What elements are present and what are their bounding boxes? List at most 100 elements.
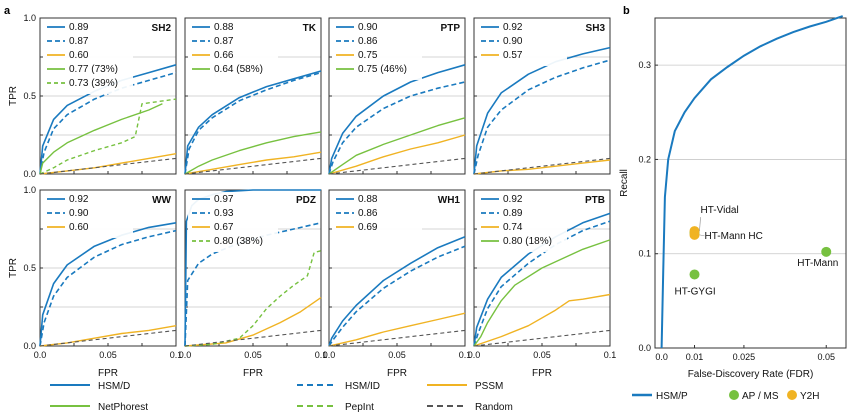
y-tick-label: 0.1 <box>638 249 651 259</box>
roc-curve-netphorest <box>39 103 163 175</box>
roc-curve-random <box>473 329 611 347</box>
roc-curve-pssm <box>39 325 177 347</box>
x-tick-label: 0.1 <box>315 350 328 360</box>
auc-value: 0.92 <box>69 194 89 205</box>
roc-panel-ptp: 0.90 0.86 0.75 0.75 (46%) PTP <box>328 17 466 175</box>
auc-value: 0.92 <box>503 22 523 33</box>
auc-value: 0.87 <box>214 36 234 47</box>
x-tick-label: 0.05 <box>244 350 262 360</box>
x-tick-label: 0.05 <box>99 350 117 360</box>
x-tick-label: 0.025 <box>733 352 756 362</box>
auc-value: 0.75 <box>358 50 378 61</box>
roc-curve-netphorest <box>184 131 322 175</box>
auc-value: 0.64 (58%) <box>214 64 263 75</box>
roc-curve-random <box>39 157 177 175</box>
roc-panel-wh1: 0.0 0.05 0.1 FPR 0.88 0.86 0.69 WH1 <box>323 189 472 379</box>
x-tick-label: 0.0 <box>468 350 481 360</box>
apms-point <box>689 269 700 280</box>
auc-value: 0.80 (18%) <box>503 236 552 247</box>
recall-curve-hsmp <box>660 15 844 349</box>
x-tick-label: 0.0 <box>655 352 668 362</box>
auc-value: 0.89 <box>69 22 89 33</box>
annotation-leader <box>699 234 705 237</box>
annotation-leader <box>699 217 701 232</box>
x-tick-label: 0.1 <box>459 350 472 360</box>
auc-value: 0.90 <box>69 208 89 219</box>
point-label: HT-Vidal <box>701 205 739 216</box>
inline-legend-box <box>188 20 278 80</box>
auc-value: 0.60 <box>69 222 89 233</box>
roc-curve-hsmd <box>328 64 466 175</box>
x-axis-label: False-Discovery Rate (FDR) <box>688 369 814 380</box>
roc-curve-pssm <box>184 151 322 175</box>
roc-panel-sh2: 0.0 0.5 1.0 TPR 0.89 0.87 0.60 0.77 (73%) 0.73 (… <box>8 13 177 179</box>
auc-value: 0.57 <box>503 50 523 61</box>
roc-curve-hsmid <box>39 71 177 175</box>
y-axis-label: Recall <box>619 169 630 197</box>
auc-value: 0.92 <box>503 194 523 205</box>
panel-title: WH1 <box>438 195 461 206</box>
roc-curve-hsmid <box>39 229 177 347</box>
legend-label: PepInt <box>345 402 374 413</box>
point-label: HT-GYGI <box>675 286 716 297</box>
auc-value: 0.93 <box>214 208 234 219</box>
x-tick-label: 0.1 <box>170 350 183 360</box>
y-tick-label: 0.2 <box>638 154 651 164</box>
auc-value: 0.89 <box>503 208 523 219</box>
panel-label-a: a <box>4 5 11 17</box>
inline-legend-box <box>332 20 422 80</box>
y-tick-label: 1.0 <box>23 185 36 195</box>
roc-curve-hsmd <box>39 64 177 175</box>
x-tick-label: 0.01 <box>686 352 704 362</box>
auc-value: 0.73 (39%) <box>69 78 118 89</box>
legend-recall: HSM/P AP / MS Y2H <box>632 390 819 402</box>
x-tick-label: 0.0 <box>323 350 336 360</box>
panel-title: TK <box>303 23 317 34</box>
auc-value: 0.87 <box>69 36 89 47</box>
roc-panel-tk: 0.88 0.87 0.66 0.64 (58%) TK <box>184 17 322 175</box>
y2h-point <box>689 229 700 240</box>
roc-curve-hsmid <box>473 59 611 175</box>
panel-label-b: b <box>623 5 630 17</box>
y-tick-label: 0.0 <box>638 343 651 353</box>
legend-dot <box>729 390 739 400</box>
roc-panel-pdz: 0.0 0.05 0.1 FPR 0.97 0.93 0.67 0.80 (38%) PDZ <box>179 189 328 379</box>
roc-curve-random <box>39 329 177 347</box>
auc-value: 0.66 <box>214 50 234 61</box>
roc-curve-pepint <box>39 98 177 175</box>
roc-curve-netphorest <box>328 117 466 175</box>
roc-curve-hsmd <box>39 222 177 347</box>
auc-value: 0.97 <box>214 194 234 205</box>
y-tick-label: 0.0 <box>23 169 36 179</box>
x-tick-label: 0.0 <box>34 350 47 360</box>
y-axis-label: TPR <box>8 86 19 106</box>
recall-fdr-chart: 0.0 0.1 0.2 0.3 0.0 0.01 0.025 0.05False-Discov… <box>619 15 847 380</box>
x-axis-label: FPR <box>532 368 552 379</box>
y-axis-label: TPR <box>8 258 19 278</box>
panel-title: PTB <box>585 195 605 206</box>
auc-value: 0.75 (46%) <box>358 64 407 75</box>
legend-roc: HSM/D HSM/ID PSSM NetPhorest PepInt Random <box>50 381 513 413</box>
roc-panel-sh3: 0.92 0.90 0.57 SH3 <box>473 17 611 175</box>
y-tick-label: 0.5 <box>23 263 36 273</box>
panel-title: PTP <box>441 23 461 34</box>
y-tick-label: 1.0 <box>23 13 36 23</box>
roc-curve-hsmd <box>328 236 466 347</box>
auc-value: 0.90 <box>358 22 378 33</box>
x-tick-label: 0.0 <box>179 350 192 360</box>
roc-panels: 0.0 0.5 1.0 TPR 0.89 0.87 0.60 0.77 (73%) 0.73 (… <box>8 13 616 379</box>
legend-label: PSSM <box>475 381 503 392</box>
point-label: HT-Mann <box>797 258 838 269</box>
roc-curve-hsmid <box>184 71 322 175</box>
x-tick-label: 0.1 <box>604 350 617 360</box>
roc-curve-pssm <box>328 312 466 347</box>
auc-value: 0.67 <box>214 222 234 233</box>
roc-curve-random <box>184 329 322 347</box>
x-axis-label: FPR <box>387 368 407 379</box>
roc-curve-hsmd <box>473 212 611 347</box>
roc-curve-hsmid <box>184 222 322 347</box>
point-label: HT-Mann HC <box>705 231 763 242</box>
legend-label: HSM/ID <box>345 381 380 392</box>
panel-title: WW <box>152 195 171 206</box>
